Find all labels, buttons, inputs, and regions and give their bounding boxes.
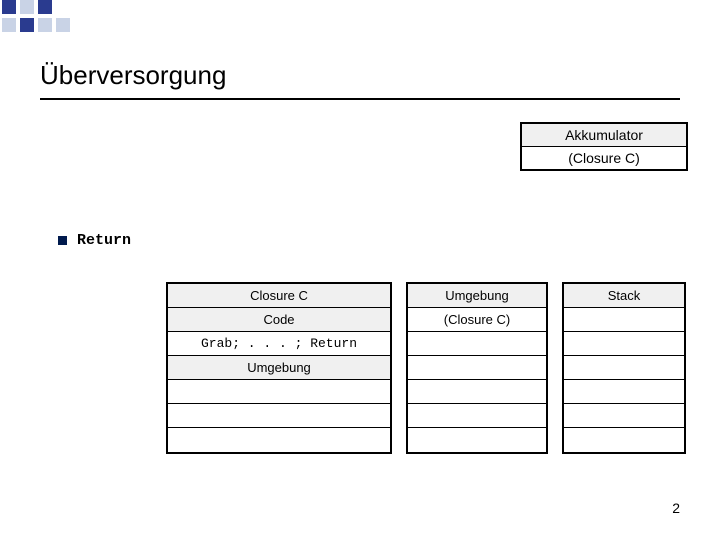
table-cell	[408, 356, 546, 380]
table-cell	[564, 380, 684, 404]
table-cell	[168, 428, 390, 452]
decor-square	[38, 18, 52, 32]
table-cell	[564, 428, 684, 452]
umgebung-table: Umgebung(Closure C)	[406, 282, 548, 454]
table-cell: Closure C	[168, 284, 390, 308]
decor-square	[56, 18, 70, 32]
accumulator-box: Akkumulator (Closure C)	[520, 122, 688, 171]
table-cell	[408, 404, 546, 428]
decor-square	[2, 18, 16, 32]
table-cell: Grab; . . . ; Return	[168, 332, 390, 356]
bullet-row: Return	[58, 232, 131, 249]
decor-square	[2, 0, 16, 14]
title-underline	[40, 98, 680, 100]
decor-square	[20, 18, 34, 32]
slide-number: 2	[672, 500, 680, 516]
table-cell: Umgebung	[168, 356, 390, 380]
accumulator-header: Akkumulator	[522, 124, 686, 147]
table-cell	[408, 380, 546, 404]
table-cell: (Closure C)	[408, 308, 546, 332]
decor-square	[38, 0, 52, 14]
table-cell: Umgebung	[408, 284, 546, 308]
table-cell	[564, 308, 684, 332]
table-cell	[564, 404, 684, 428]
table-cell	[168, 404, 390, 428]
table-cell	[564, 332, 684, 356]
table-cell	[564, 356, 684, 380]
slide-title: Überversorgung	[40, 60, 226, 91]
stack-table: Stack	[562, 282, 686, 454]
bullet-icon	[58, 236, 67, 245]
bullet-text: Return	[77, 232, 131, 249]
decor-square	[20, 0, 34, 14]
corner-decor	[0, 0, 720, 50]
tables-container: Closure CCodeGrab; . . . ; ReturnUmgebun…	[166, 282, 686, 454]
table-cell	[408, 332, 546, 356]
table-cell	[408, 428, 546, 452]
table-cell: Stack	[564, 284, 684, 308]
table-cell: Code	[168, 308, 390, 332]
accumulator-value: (Closure C)	[522, 147, 686, 169]
closure-table: Closure CCodeGrab; . . . ; ReturnUmgebun…	[166, 282, 392, 454]
table-cell	[168, 380, 390, 404]
